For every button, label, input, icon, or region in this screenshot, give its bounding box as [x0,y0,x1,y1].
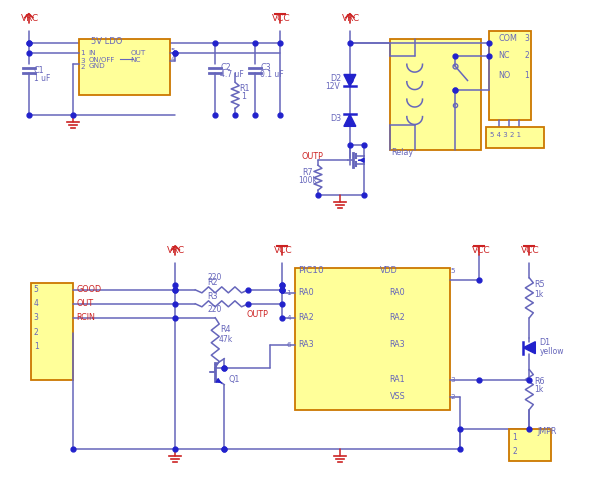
Text: 1: 1 [34,342,38,351]
Polygon shape [344,114,356,126]
Bar [31,283,73,380]
Text: OUTP: OUTP [302,152,324,161]
Text: R3: R3 [207,292,218,301]
Text: 2: 2 [512,447,517,456]
Text: 1: 1 [524,71,529,80]
Bar [509,430,551,461]
Text: 4: 4 [286,315,291,321]
Text: ON/OFF: ON/OFF [89,57,115,62]
Text: R1: R1 [239,84,250,93]
Text: 220: 220 [207,305,221,314]
Bar [490,31,532,120]
Text: RA3: RA3 [298,340,314,349]
Text: 5: 5 [34,285,38,294]
Text: RCIN: RCIN [77,313,95,322]
Text: NO: NO [499,71,511,80]
Text: 4: 4 [170,56,175,61]
Bar [295,268,449,409]
Text: R7: R7 [302,168,313,177]
Text: 220: 220 [207,274,221,282]
Text: NC: NC [499,51,510,60]
Text: 12V: 12V [325,82,340,91]
Text: 5: 5 [451,268,455,274]
Text: VCC: VCC [521,246,540,255]
Text: VRC: VRC [167,246,185,255]
Text: R5: R5 [535,280,545,289]
Polygon shape [523,342,535,354]
Text: 2: 2 [451,394,455,399]
Text: JMPR: JMPR [538,427,557,436]
Text: R6: R6 [535,377,545,386]
Text: 1k: 1k [535,385,544,394]
Text: 1k: 1k [535,290,544,300]
Text: C1: C1 [34,66,44,75]
Text: RA3: RA3 [390,340,406,349]
Text: 2: 2 [34,328,38,337]
Bar [487,127,544,148]
Text: 4: 4 [34,300,38,308]
Text: 3: 3 [451,377,455,383]
Text: VCC: VCC [272,14,291,23]
Text: 5V LDO: 5V LDO [91,37,122,46]
Text: 2: 2 [524,51,529,60]
Text: Q1: Q1 [228,375,239,384]
Text: 3: 3 [80,58,85,63]
Text: 2: 2 [80,63,85,70]
Text: OUT: OUT [77,300,94,308]
Text: 5 4 3 2 1: 5 4 3 2 1 [490,132,521,138]
Text: VRC: VRC [21,14,39,23]
Text: 5: 5 [170,48,175,54]
Bar [390,38,481,150]
Text: 1: 1 [241,92,246,101]
Text: 0.1 uF: 0.1 uF [260,70,284,79]
Text: RA0: RA0 [298,288,314,297]
Text: COM: COM [499,34,517,43]
Text: Relay: Relay [392,148,414,157]
Text: 1: 1 [80,49,85,56]
Text: 3: 3 [524,34,529,43]
Text: 100k: 100k [298,176,317,185]
Text: RA2: RA2 [298,313,314,322]
Text: 3: 3 [34,313,38,322]
Text: 47k: 47k [218,335,232,344]
Text: GOOD: GOOD [77,285,102,294]
Text: 4.7 uF: 4.7 uF [220,70,244,79]
Text: VSS: VSS [390,392,406,401]
Text: OUT: OUT [130,49,146,56]
Text: GND: GND [89,62,106,69]
Text: VCC: VCC [472,246,490,255]
Polygon shape [344,74,356,86]
Text: R4: R4 [220,325,231,334]
Text: NC: NC [130,57,141,62]
Text: D1: D1 [539,338,550,347]
Text: 6: 6 [286,342,291,348]
Text: C2: C2 [220,63,231,72]
Text: RA0: RA0 [390,288,406,297]
Text: VRC: VRC [342,14,360,23]
Text: R2: R2 [207,278,218,288]
Text: RA1: RA1 [390,375,406,384]
Text: yellow: yellow [539,347,564,356]
Text: 1 uF: 1 uF [34,74,50,83]
Text: 1: 1 [512,433,517,442]
Text: IN: IN [89,49,96,56]
Text: PIC10: PIC10 [298,266,324,276]
Text: OUTP: OUTP [246,310,268,319]
Text: C3: C3 [260,63,271,72]
Text: VDD: VDD [380,266,398,276]
Text: RA2: RA2 [390,313,406,322]
Text: VCC: VCC [274,246,293,255]
Bar [79,38,170,96]
Text: 1: 1 [286,290,291,296]
Text: D3: D3 [330,114,341,123]
Text: D2: D2 [330,74,341,83]
